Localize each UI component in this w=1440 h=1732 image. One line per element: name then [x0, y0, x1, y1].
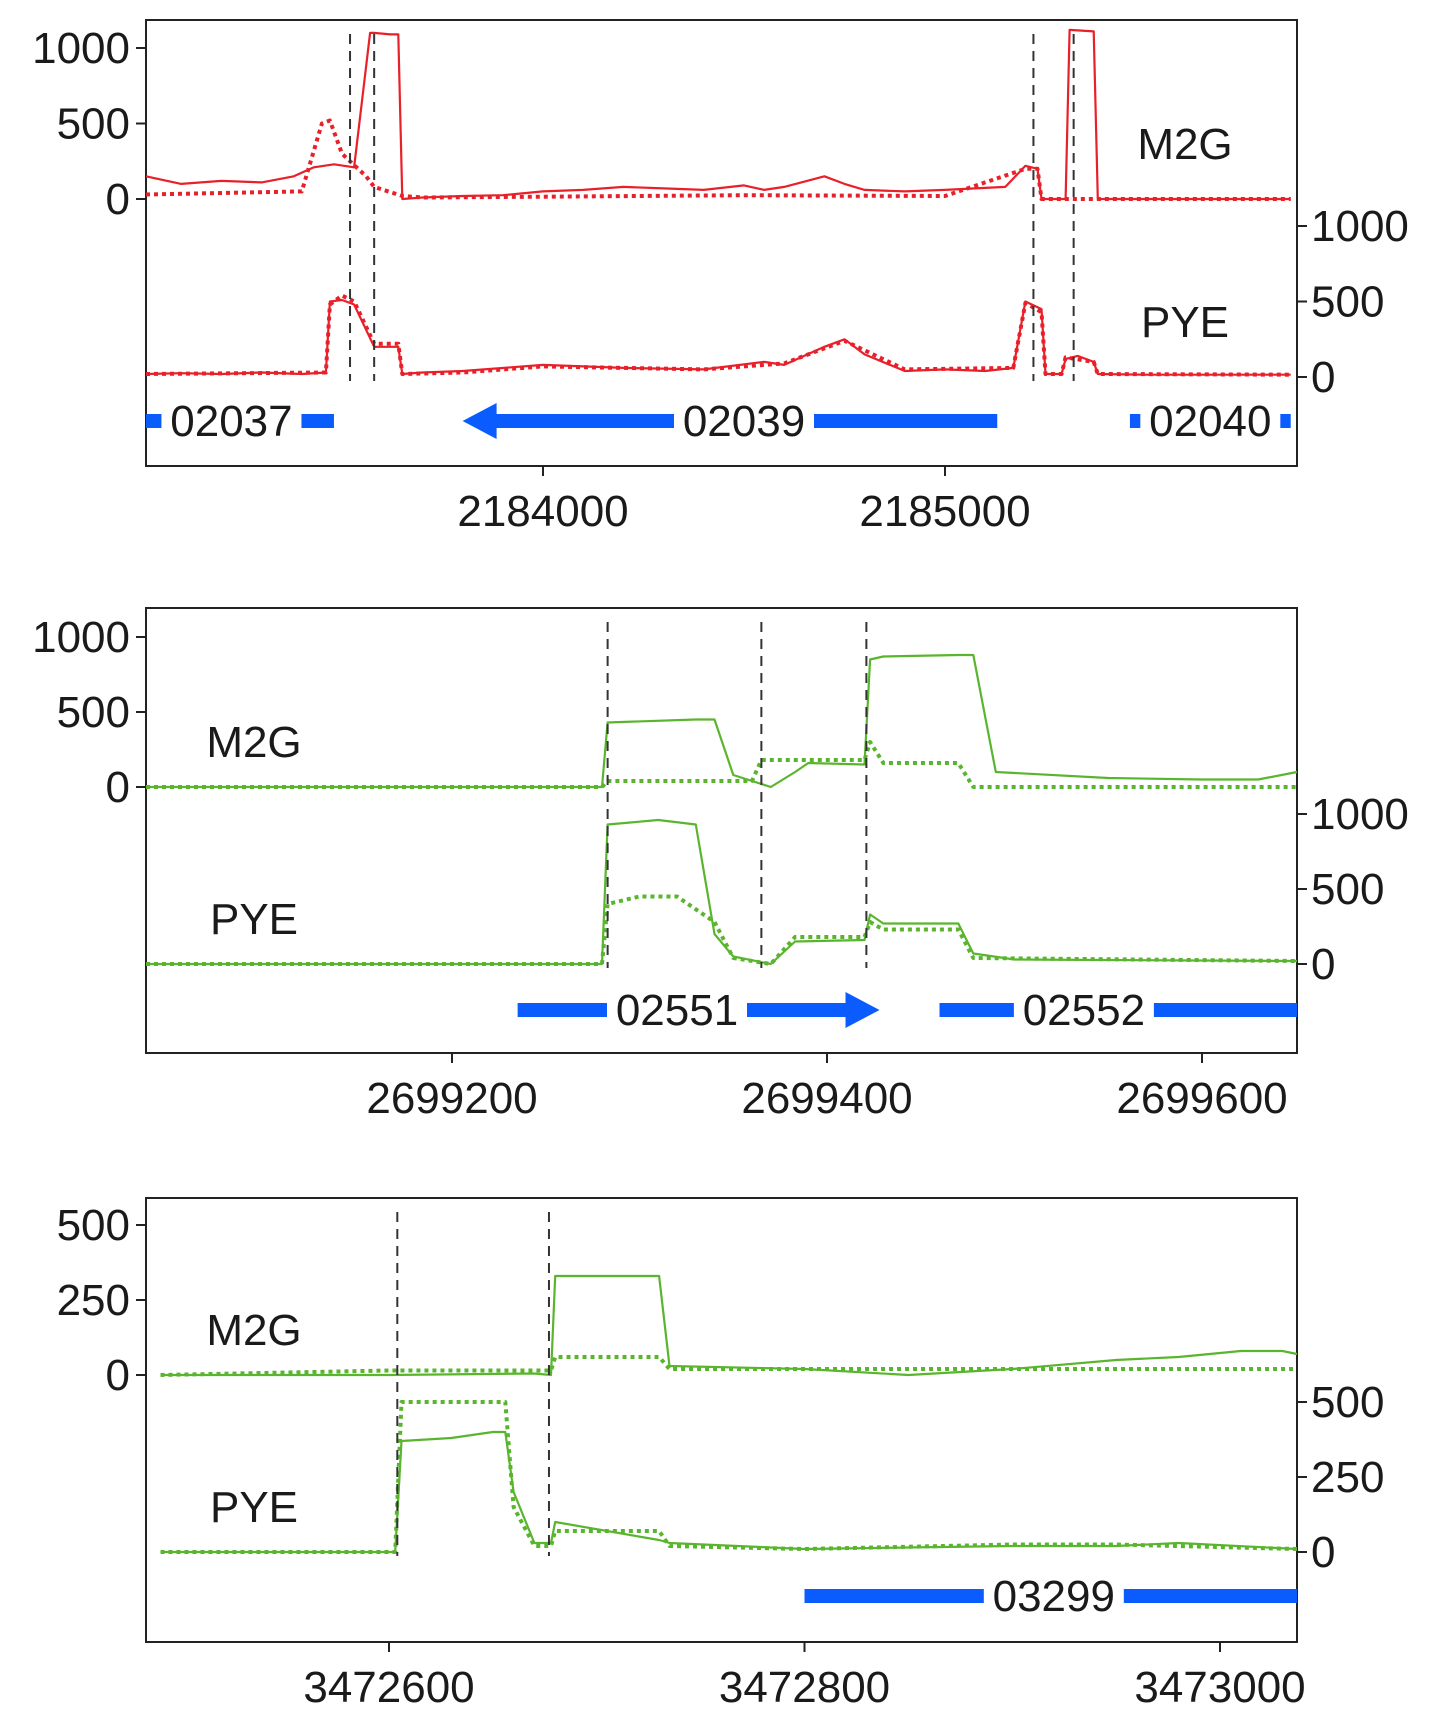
series-pye-solid [145, 298, 1291, 376]
series-pye-dotted [146, 894, 1298, 966]
series-m2g-dotted [145, 118, 1291, 201]
x-tick-label: 2699200 [366, 1074, 537, 1123]
gene-arrowhead-02039 [462, 403, 497, 439]
y-tick-label: 500 [57, 1201, 130, 1250]
y-tick-label: 1000 [32, 613, 130, 662]
gene-arrowhead-02551 [845, 992, 880, 1028]
y-tick-label: 1000 [1311, 202, 1409, 251]
series-pye-solid [160, 1430, 1298, 1554]
y-tick-label: 500 [57, 688, 130, 737]
plot-frame [145, 1197, 1298, 1643]
y-tick-label: 1000 [32, 24, 130, 73]
track-label-m2g: M2G [206, 718, 301, 767]
gene-label-bg [607, 986, 747, 1034]
gene-label-bg [1013, 986, 1154, 1034]
y-tick-label: 0 [1311, 1528, 1335, 1577]
series-pye-dotted [145, 293, 1291, 377]
y-tick-label: 250 [1311, 1453, 1384, 1502]
track-label-pye: PYE [210, 1483, 298, 1532]
y-tick-label: 0 [1311, 940, 1335, 989]
track-label-pye: PYE [210, 895, 298, 944]
gene-label-02552: 02552 [1023, 986, 1145, 1035]
y-tick-label: 500 [1311, 278, 1384, 327]
gene-label-03299: 03299 [993, 1572, 1115, 1621]
gene-label-02039: 02039 [683, 397, 805, 446]
x-tick-label: 2699400 [741, 1074, 912, 1123]
y-tick-label: 0 [106, 175, 130, 224]
series-m2g-dotted [146, 740, 1297, 789]
plot-frame [145, 19, 1298, 467]
y-tick-label: 500 [1311, 865, 1384, 914]
panel-middle: 2699200 2699400 2699600 0 500 1000 M2G 0 500 1000… [32, 607, 1409, 1123]
x-tick-label: 2185000 [859, 487, 1030, 536]
track-label-pye: PYE [1141, 298, 1229, 347]
x-tick-label: 2184000 [457, 487, 628, 536]
gene-label-bg [1140, 397, 1281, 445]
gene-label-bg [161, 397, 302, 445]
x-tick-label: 3472600 [303, 1663, 474, 1712]
series-pye-dotted [160, 1400, 1298, 1554]
y-tick-label: 0 [106, 763, 130, 812]
x-tick-label: 2699600 [1116, 1074, 1287, 1123]
track-label-m2g: M2G [206, 1306, 301, 1355]
y-tick-label: 1000 [1311, 790, 1409, 839]
plot-frame [145, 607, 1298, 1054]
y-tick-label: 500 [57, 100, 130, 149]
panel-bottom: 3472600 3472800 3473000 0 250 500 M2G 0 250 500 PY… [57, 1197, 1384, 1712]
series-m2g-solid [146, 653, 1298, 789]
gene-label-02037: 02037 [170, 397, 292, 446]
series-m2g-solid [145, 28, 1291, 201]
series-m2g-solid [160, 1274, 1298, 1377]
gene-label-02551: 02551 [616, 986, 738, 1035]
x-tick-label: 3472800 [719, 1663, 890, 1712]
panel-top: 2184000 2185000 0 500 1000 M2G 0 500 1000 PYE 0203… [32, 19, 1409, 536]
gene-label-02040: 02040 [1149, 397, 1271, 446]
y-tick-label: 0 [1311, 353, 1335, 402]
track-label-m2g: M2G [1137, 120, 1232, 169]
series-pye-solid [146, 818, 1298, 966]
y-tick-label: 500 [1311, 1378, 1384, 1427]
y-tick-label: 250 [57, 1276, 130, 1325]
gene-label-bg [983, 1572, 1124, 1620]
gene-label-bg [674, 397, 814, 445]
x-tick-label: 3473000 [1134, 1663, 1305, 1712]
y-tick-label: 0 [106, 1351, 130, 1400]
